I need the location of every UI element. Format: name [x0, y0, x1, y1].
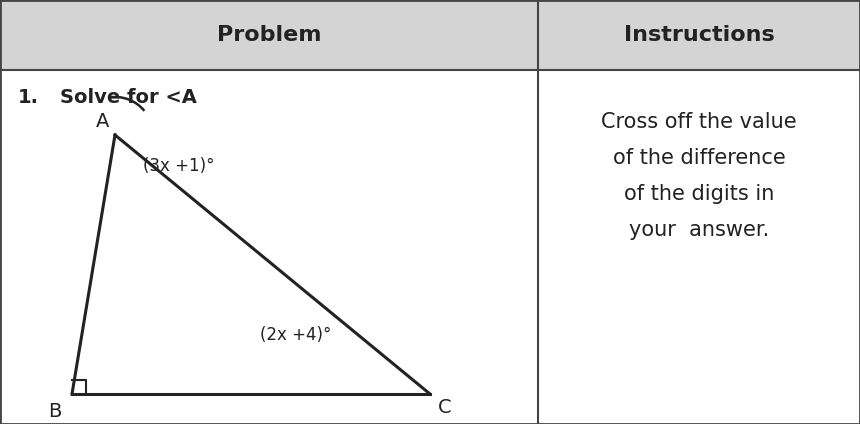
Text: 1.: 1. — [18, 88, 39, 107]
Text: of the digits in: of the digits in — [624, 184, 774, 204]
Bar — [0, 0, 860, 70]
Text: B: B — [49, 402, 62, 421]
Text: A: A — [95, 112, 109, 131]
Text: Instructions: Instructions — [624, 25, 775, 45]
Text: Solve for <A: Solve for <A — [60, 88, 197, 107]
Text: (2x +4)°: (2x +4)° — [260, 326, 331, 344]
Text: Problem: Problem — [217, 25, 322, 45]
Text: C: C — [438, 398, 452, 417]
Text: Cross off the value: Cross off the value — [601, 112, 797, 132]
Text: of the difference: of the difference — [613, 148, 785, 168]
Text: (3x +1)°: (3x +1)° — [143, 157, 214, 175]
Text: your  answer.: your answer. — [629, 220, 770, 240]
